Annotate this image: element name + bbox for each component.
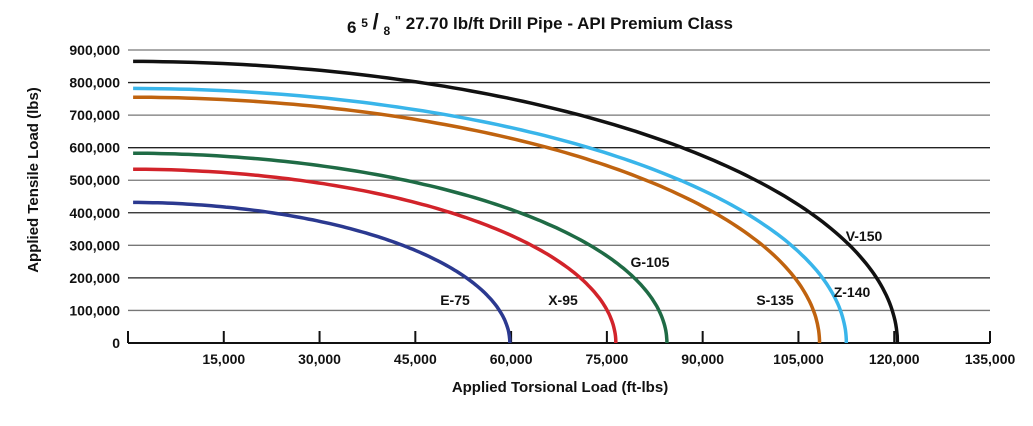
series-label-z-140: Z-140 [834, 284, 871, 300]
y-axis-label: Applied Tensile Load (lbs) [25, 87, 42, 273]
y-tick-label: 0 [112, 335, 120, 351]
series-curves [133, 59, 900, 344]
series-curve-x-95 [133, 167, 618, 343]
series-label-g-105: G-105 [631, 254, 670, 270]
x-tick-label: 135,000 [965, 351, 1016, 367]
title-inch-mark: " [395, 13, 401, 28]
series-label-v-150: V-150 [846, 228, 883, 244]
series-label-x-95: X-95 [548, 292, 578, 308]
y-tick-label: 100,000 [69, 302, 120, 318]
x-tick-label: 15,000 [202, 351, 245, 367]
x-tick-label: 120,000 [869, 351, 920, 367]
x-tick-label: 30,000 [298, 351, 341, 367]
y-tick-label: 900,000 [69, 42, 120, 58]
x-axis-label: Applied Torsional Load (ft-lbs) [452, 379, 668, 396]
title-numerator: 5 [361, 16, 368, 30]
y-tick-label: 200,000 [69, 270, 120, 286]
series-label-e-75: E-75 [440, 292, 470, 308]
series-curve-e-75 [133, 200, 512, 343]
y-tick-label: 700,000 [69, 107, 120, 123]
title-denominator: 8 [383, 24, 390, 38]
x-tick-label: 90,000 [681, 351, 724, 367]
series-label-s-135: S-135 [756, 292, 794, 308]
title-whole-number: 6 [347, 18, 356, 37]
chart-title: 6 5 / 8 " 27.70 lb/ft Drill Pipe - API P… [347, 9, 733, 39]
title-fraction-slash: / [373, 9, 379, 34]
series-curve-z-140 [133, 86, 849, 343]
series-curve-v-150 [133, 59, 900, 344]
axes-and-grid: 0 100,000 200,000 300,000 400,000 500,000 600,… [69, 42, 1015, 367]
series-curve-g-105 [133, 151, 669, 343]
series-curve-s-135 [133, 95, 822, 343]
series-labels: E-75 X-95 G-105 S-135 Z-140 V-150 [440, 228, 882, 308]
x-tick-label: 105,000 [773, 351, 824, 367]
x-tick-label: 45,000 [394, 351, 437, 367]
y-tick-label: 600,000 [69, 140, 120, 156]
y-tick-label: 500,000 [69, 172, 120, 188]
y-tick-label: 400,000 [69, 205, 120, 221]
x-tick-label: 75,000 [585, 351, 628, 367]
y-tick-label: 300,000 [69, 237, 120, 253]
title-text: 27.70 lb/ft Drill Pipe - API Premium Cla… [406, 14, 733, 33]
y-tick-label: 800,000 [69, 75, 120, 91]
x-tick-label: 60,000 [490, 351, 533, 367]
